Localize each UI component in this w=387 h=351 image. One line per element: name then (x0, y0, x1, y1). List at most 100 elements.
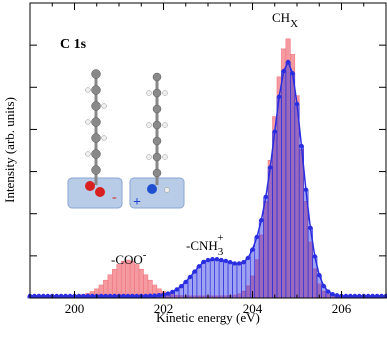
bar (232, 263, 238, 299)
marker (134, 293, 139, 299)
marker (179, 283, 184, 289)
bar (281, 70, 287, 299)
bar (218, 259, 224, 299)
marker (370, 293, 375, 299)
marker (272, 129, 277, 134)
marker (90, 293, 95, 299)
marker (308, 225, 313, 231)
marker (263, 194, 269, 200)
marker (54, 293, 59, 299)
bar (254, 236, 260, 299)
marker (156, 293, 162, 298)
bar (196, 266, 202, 299)
bar (294, 103, 300, 299)
marker (317, 272, 322, 278)
marker (36, 293, 42, 299)
annotation-text: CH (272, 10, 290, 25)
marker (67, 293, 73, 299)
marker (45, 293, 50, 299)
marker (343, 293, 349, 299)
annotation-sub: 3 (218, 246, 224, 258)
marker (357, 293, 362, 299)
marker (268, 165, 273, 170)
marker (241, 259, 246, 265)
bar (272, 131, 278, 299)
bar (245, 257, 251, 299)
marker (196, 264, 202, 269)
annotation: -CNH3 + (186, 232, 224, 258)
annotation-text: -COO (111, 252, 143, 267)
bar (290, 72, 296, 299)
marker (254, 234, 260, 240)
marker (259, 217, 264, 223)
marker (281, 68, 286, 74)
marker (130, 293, 135, 299)
marker (379, 293, 384, 299)
bar (241, 261, 247, 299)
marker (232, 261, 237, 266)
marker (41, 293, 46, 299)
annotation-sup: - (143, 249, 147, 261)
molecule-charge: + (133, 195, 141, 210)
marker (170, 289, 175, 295)
bar (214, 258, 220, 299)
bar (187, 276, 193, 299)
plot-area: 200 202 204 206 (27, 2, 387, 316)
bar (249, 249, 256, 299)
marker (285, 59, 291, 65)
marker (219, 257, 224, 263)
marker (32, 293, 37, 299)
x-tick-label: 202 (154, 301, 174, 316)
x-tick-label: 206 (332, 301, 352, 316)
marker (125, 293, 131, 299)
bar (227, 261, 233, 299)
molecule-illustration (67, 69, 185, 209)
molecule-charge: - (112, 190, 117, 205)
marker (312, 254, 317, 259)
marker (201, 259, 206, 265)
marker (374, 293, 380, 299)
marker (348, 293, 353, 299)
marker (183, 279, 188, 285)
marker (277, 94, 282, 99)
panel-label: C 1s (60, 37, 87, 52)
marker (99, 293, 104, 299)
annotation-sup: + (217, 232, 223, 244)
bar (263, 196, 269, 299)
bar (298, 145, 304, 299)
bar (258, 219, 264, 299)
marker (334, 293, 340, 298)
marker (85, 293, 91, 299)
marker (107, 293, 113, 299)
bar (223, 260, 229, 299)
marker (147, 293, 153, 298)
marker (112, 293, 117, 299)
marker (165, 291, 171, 296)
marker (121, 293, 126, 299)
annotation-sub: X (290, 18, 298, 30)
marker (63, 293, 68, 299)
bar (267, 167, 273, 299)
marker (250, 247, 255, 252)
bar (285, 61, 291, 299)
marker (321, 283, 326, 289)
marker (325, 289, 331, 294)
bar (205, 259, 211, 299)
marker (81, 293, 86, 299)
x-tick-label: 200 (65, 301, 85, 316)
bar (138, 268, 144, 299)
marker (299, 143, 304, 149)
marker (103, 293, 108, 299)
marker (303, 187, 309, 192)
x-axis-label: Kinetic energy (eV) (156, 310, 260, 325)
bar (276, 96, 282, 299)
bar (201, 261, 207, 299)
y-axis-label: Intensity (arb. units) (2, 97, 17, 203)
bar (112, 268, 118, 299)
marker (294, 101, 300, 107)
bar (134, 264, 140, 299)
x-tick-label: 204 (243, 301, 263, 316)
marker (330, 292, 335, 297)
annotation-text: -CNH (186, 238, 218, 253)
marker (228, 259, 233, 265)
